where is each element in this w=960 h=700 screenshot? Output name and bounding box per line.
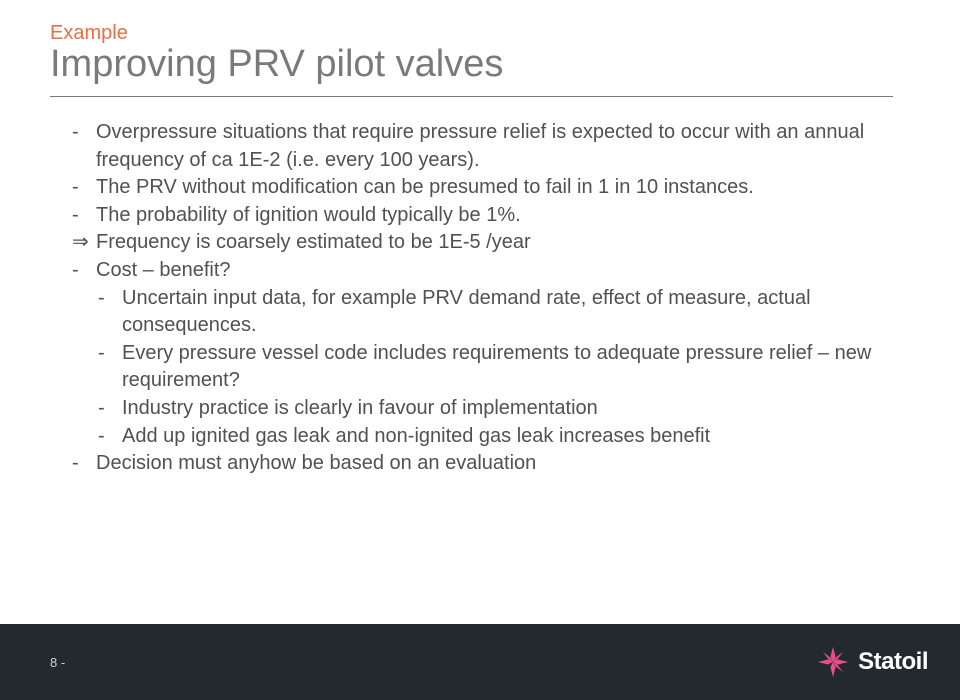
bullet-item-sub: - Uncertain input data, for example PRV …	[98, 285, 910, 340]
brand-name: Statoil	[858, 648, 928, 676]
bullet-item-sub: - Industry practice is clearly in favour…	[98, 395, 910, 423]
bullet-item-derived: ⇒ Frequency is coarsely estimated to be …	[72, 229, 910, 257]
bullet-text: Decision must anyhow be based on an eval…	[96, 450, 910, 478]
arrow-icon: ⇒	[72, 229, 96, 257]
bullet-text: Industry practice is clearly in favour o…	[122, 395, 910, 423]
bullet-item: - The probability of ignition would typi…	[72, 202, 910, 230]
section-label: Example	[50, 22, 910, 45]
bullet-text: Uncertain input data, for example PRV de…	[122, 285, 910, 340]
star-icon	[816, 645, 850, 679]
dash-icon: -	[72, 257, 96, 285]
bullet-text: Cost – benefit?	[96, 257, 910, 285]
page-number: 8 -	[50, 655, 65, 670]
bullet-text: The probability of ignition would typica…	[96, 202, 910, 230]
dash-icon: -	[72, 119, 96, 147]
dash-icon: -	[98, 395, 122, 423]
bullet-item-sub: - Every pressure vessel code includes re…	[98, 340, 910, 395]
bullet-item-sub: - Add up ignited gas leak and non-ignite…	[98, 423, 910, 451]
slide-title: Improving PRV pilot valves	[50, 43, 910, 86]
bullet-text: Add up ignited gas leak and non-ignited …	[122, 423, 910, 451]
bullet-item: - Cost – benefit?	[72, 257, 910, 285]
dash-icon: -	[72, 450, 96, 478]
dash-icon: -	[98, 340, 122, 368]
dash-icon: -	[72, 202, 96, 230]
bullet-item: - Overpressure situations that require p…	[72, 119, 910, 174]
dash-icon: -	[98, 423, 122, 451]
bullet-item: - The PRV without modification can be pr…	[72, 174, 910, 202]
footer-bar: 8 - Statoil	[0, 624, 960, 700]
bullet-item: - Decision must anyhow be based on an ev…	[72, 450, 910, 478]
dash-icon: -	[72, 174, 96, 202]
bullet-text: Overpressure situations that require pre…	[96, 119, 910, 174]
brand-logo: Statoil	[816, 645, 928, 679]
title-rule	[50, 96, 893, 97]
bullet-text: Every pressure vessel code includes requ…	[122, 340, 910, 395]
bullet-text: Frequency is coarsely estimated to be 1E…	[96, 229, 910, 257]
content-body: - Overpressure situations that require p…	[72, 119, 910, 478]
bullet-text: The PRV without modification can be pres…	[96, 174, 910, 202]
dash-icon: -	[98, 285, 122, 313]
slide: Example Improving PRV pilot valves - Ove…	[0, 0, 960, 700]
